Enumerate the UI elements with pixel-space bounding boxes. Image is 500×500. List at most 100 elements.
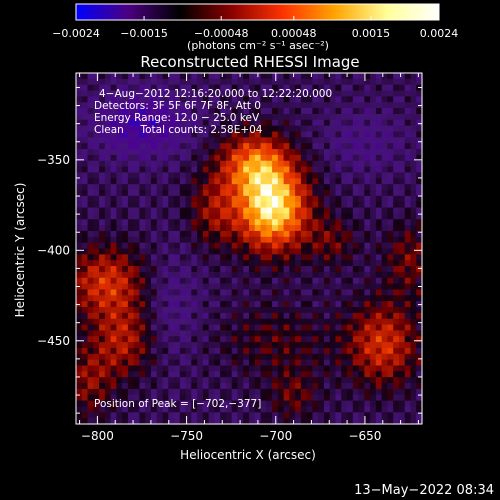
heatmap-pixel: [277, 365, 285, 372]
heatmap-pixel: [393, 96, 400, 103]
heatmap-pixel: [260, 260, 267, 267]
heatmap-pixel: [156, 271, 164, 279]
heatmap-pixel: [283, 336, 290, 343]
heatmap-pixel: [410, 143, 417, 150]
heatmap-pixel: [416, 388, 423, 396]
heatmap-pixel: [254, 125, 262, 133]
heatmap-pixel: [260, 137, 267, 144]
heatmap-pixel: [174, 301, 181, 308]
heatmap-pixel: [272, 149, 279, 156]
heatmap-pixel: [347, 154, 354, 162]
heatmap-pixel: [110, 312, 117, 320]
heatmap-pixel: [243, 400, 250, 408]
heatmap-pixel: [150, 172, 158, 179]
heatmap-pixel: [381, 260, 388, 267]
heatmap-pixel: [393, 119, 400, 127]
heatmap-pixel: [416, 318, 423, 326]
heatmap-pixel: [306, 102, 314, 109]
heatmap-pixel: [329, 312, 337, 320]
heatmap-pixel: [81, 172, 89, 179]
heatmap-pixel: [243, 201, 250, 209]
heatmap-pixel: [398, 236, 406, 244]
heatmap-pixel: [249, 330, 256, 337]
heatmap-pixel: [214, 312, 221, 320]
heatmap-pixel: [122, 219, 129, 226]
heatmap-pixel: [174, 242, 181, 250]
heatmap-pixel: [416, 166, 423, 174]
heatmap-pixel: [341, 353, 348, 361]
heatmap-pixel: [116, 353, 123, 361]
heatmap-pixel: [416, 172, 423, 179]
heatmap-pixel: [404, 330, 412, 337]
heatmap-pixel: [347, 190, 354, 197]
heatmap-pixel: [191, 178, 198, 185]
heatmap-pixel: [416, 195, 423, 203]
heatmap-pixel: [260, 318, 267, 326]
heatmap-pixel: [266, 271, 273, 279]
heatmap-pixel: [329, 371, 337, 378]
heatmap-pixel: [404, 119, 412, 127]
heatmap-pixel: [99, 289, 106, 296]
heatmap-pixel: [312, 271, 319, 279]
heatmap-pixel: [99, 359, 106, 367]
heatmap-pixel: [254, 394, 262, 402]
heatmap-pixel: [93, 190, 100, 197]
heatmap-pixel: [329, 342, 337, 349]
heatmap-pixel: [197, 190, 204, 197]
heatmap-pixel: [122, 406, 129, 413]
heatmap-pixel: [318, 312, 325, 320]
heatmap-pixel: [202, 324, 210, 331]
heatmap-pixel: [329, 172, 337, 179]
heatmap-pixel: [387, 78, 394, 86]
heatmap-pixel: [341, 166, 348, 174]
heatmap-pixel: [295, 102, 302, 109]
heatmap-pixel: [81, 336, 89, 343]
heatmap-pixel: [347, 377, 354, 384]
heatmap-pixel: [335, 113, 342, 121]
heatmap-pixel: [352, 219, 360, 226]
heatmap-pixel: [231, 248, 239, 255]
heatmap-pixel: [156, 347, 164, 355]
heatmap-pixel: [220, 301, 227, 308]
heatmap-pixel: [318, 125, 325, 133]
heatmap-pixel: [381, 377, 388, 384]
heatmap-pixel: [185, 330, 192, 337]
heatmap-pixel: [329, 102, 337, 109]
info-total-counts: Clean Total counts: 2.58E+04: [94, 124, 263, 136]
heatmap-pixel: [254, 137, 262, 144]
heatmap-pixel: [231, 307, 239, 314]
heatmap-pixel: [404, 90, 412, 97]
heatmap-pixel: [312, 406, 319, 413]
heatmap-pixel: [81, 219, 89, 226]
heatmap-pixel: [266, 125, 273, 133]
heatmap-pixel: [231, 301, 239, 308]
heatmap-pixel: [318, 143, 325, 150]
heatmap-pixel: [416, 78, 423, 86]
heatmap-pixel: [99, 394, 106, 402]
heatmap-pixel: [398, 219, 406, 226]
heatmap-pixel: [87, 283, 94, 291]
heatmap-pixel: [306, 289, 314, 296]
heatmap-pixel: [323, 154, 331, 162]
heatmap-pixel: [416, 248, 423, 255]
heatmap-pixel: [174, 166, 181, 174]
heatmap-pixel: [156, 195, 164, 203]
heatmap-pixel: [352, 336, 360, 343]
heatmap-pixel: [352, 201, 360, 209]
heatmap-pixel: [162, 113, 169, 121]
heatmap-pixel: [174, 318, 181, 326]
heatmap-pixel: [323, 365, 331, 372]
heatmap-pixel: [416, 184, 423, 191]
heatmap-pixel: [179, 166, 187, 174]
colorbar: −0.0024 −0.0015 −0.00048 0.00048 0.0015 0.002…: [52, 3, 458, 52]
heatmap-pixel: [179, 394, 187, 402]
heatmap-pixel: [410, 113, 417, 121]
heatmap-pixel: [185, 295, 192, 302]
heatmap-pixel: [347, 73, 354, 80]
heatmap-pixel: [179, 96, 187, 103]
heatmap-pixel: [220, 213, 227, 220]
heatmap-pixel: [243, 371, 250, 378]
heatmap-pixel: [133, 190, 141, 197]
heatmap-pixel: [335, 289, 342, 296]
heatmap-pixel: [185, 260, 192, 267]
